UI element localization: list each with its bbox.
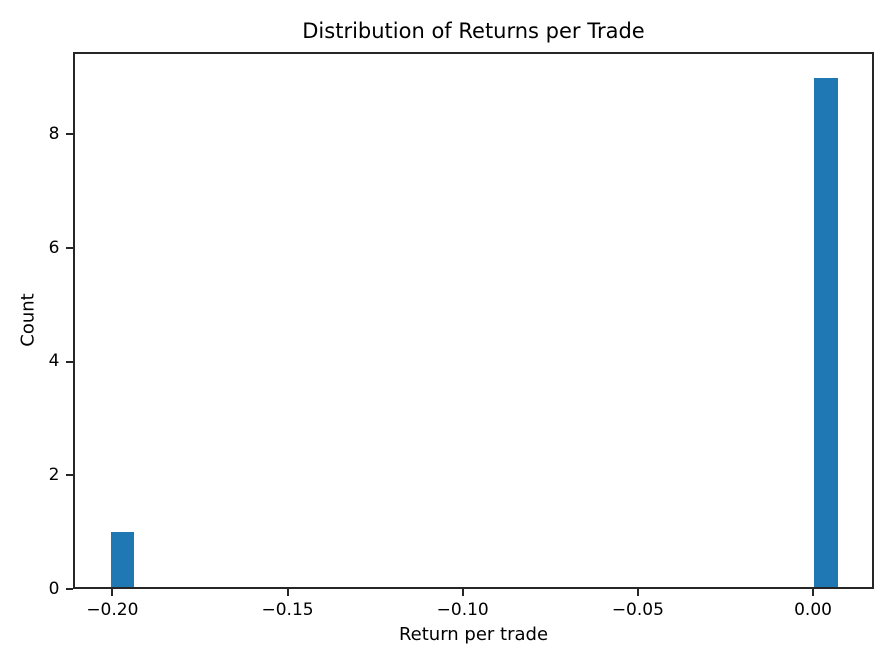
plot-area: [73, 52, 874, 589]
y-tick-label: 0: [48, 578, 60, 599]
y-tick-mark: [66, 588, 73, 590]
y-tick-label: 6: [48, 237, 60, 258]
x-tick-mark: [286, 589, 289, 596]
x-tick-mark: [636, 589, 639, 596]
histogram-bar: [110, 532, 135, 587]
y-tick-mark: [66, 474, 73, 477]
x-tick-mark: [812, 589, 815, 596]
histogram-bar: [813, 77, 838, 587]
y-tick-label: 2: [48, 464, 60, 485]
x-tick-mark: [111, 589, 114, 596]
x-tick-label: −0.10: [436, 600, 489, 620]
y-tick-label: 8: [48, 123, 60, 144]
x-axis-label: Return per trade: [398, 624, 549, 645]
x-tick-label: −0.05: [611, 600, 664, 620]
x-tick-label: −0.20: [86, 600, 139, 620]
y-axis-label: Count: [17, 293, 39, 347]
x-tick-label: 0.00: [794, 600, 832, 620]
y-tick-mark: [66, 133, 73, 136]
x-tick-mark: [461, 589, 464, 596]
x-tick-label: −0.15: [261, 600, 314, 620]
y-tick-mark: [66, 360, 73, 363]
y-tick-mark: [66, 247, 73, 250]
chart-title: Distribution of Returns per Trade: [302, 19, 645, 43]
y-tick-label: 4: [48, 351, 60, 372]
